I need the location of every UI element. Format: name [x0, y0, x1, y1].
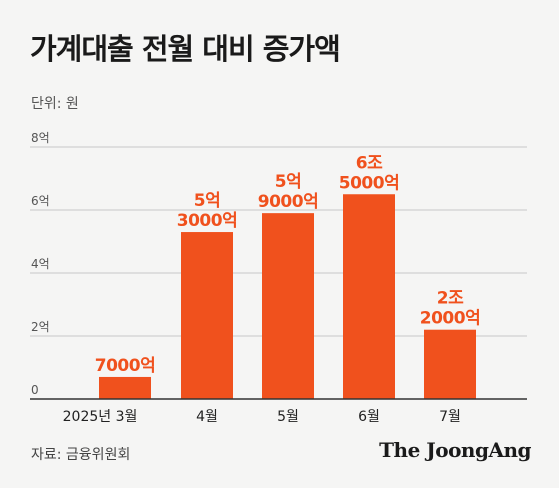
brand-logo: The JoongAng — [379, 438, 531, 462]
bar — [99, 376, 151, 399]
bar — [181, 232, 233, 399]
y-tick-label: 6억 — [31, 194, 50, 208]
data-label: 7000억 — [95, 356, 155, 376]
data-label: 5억 — [194, 191, 220, 211]
y-tick-label: 0 — [31, 383, 39, 397]
data-label: 5억 — [275, 172, 301, 192]
chart-title: 가계대출 전월 대비 증가액 — [30, 32, 341, 66]
y-tick-label: 2억 — [31, 320, 50, 334]
data-label: 2조 — [437, 289, 464, 309]
y-tick-label: 8억 — [31, 131, 50, 145]
source-label: 자료: 금융위원회 — [31, 447, 131, 463]
data-label: 6조 — [356, 153, 383, 173]
x-tick-label: 2025년 3월 — [63, 409, 138, 425]
bar — [424, 329, 476, 399]
data-label: 3000억 — [177, 211, 237, 231]
x-tick-label: 4월 — [196, 409, 218, 425]
unit-label: 단위: 원 — [31, 96, 79, 112]
data-label: 9000억 — [258, 192, 318, 212]
bar — [262, 213, 314, 399]
data-label: 2000억 — [420, 309, 480, 329]
bar — [343, 194, 395, 399]
y-tick-label: 4억 — [31, 257, 50, 271]
x-tick-label: 6월 — [358, 409, 380, 425]
x-tick-label: 5월 — [277, 409, 299, 425]
data-label: 5000억 — [339, 173, 399, 193]
x-tick-label: 7월 — [439, 409, 461, 425]
